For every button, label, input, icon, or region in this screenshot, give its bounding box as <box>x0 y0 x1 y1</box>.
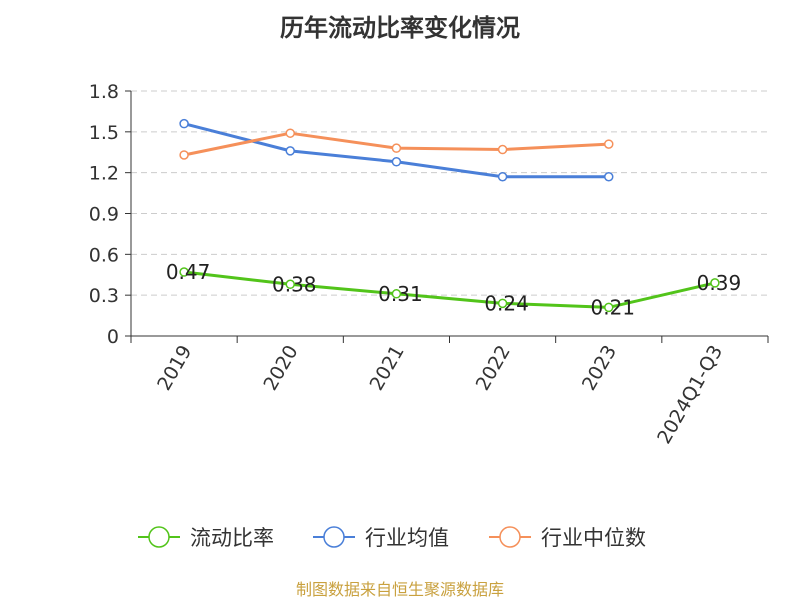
legend: 流动比率 行业均值 行业中位数 <box>138 526 646 550</box>
y-tick-label: 0.3 <box>89 285 119 307</box>
data-point <box>391 157 402 167</box>
legend-marker <box>499 526 521 548</box>
y-tick-label: 0 <box>107 326 119 348</box>
legend-marker <box>148 526 170 548</box>
data-point <box>497 144 508 155</box>
series-lines <box>179 118 720 313</box>
legend-label: 行业中位数 <box>541 526 646 550</box>
y-tick-label: 1.8 <box>89 81 119 103</box>
data-point <box>285 279 295 290</box>
data-point <box>710 278 720 288</box>
data-point <box>604 139 614 149</box>
x-tick-label: 2022 <box>472 342 515 395</box>
data-label: 0.21 <box>590 295 635 319</box>
data-point <box>497 298 508 309</box>
legend-label: 流动比率 <box>190 526 274 550</box>
data-point <box>179 118 189 129</box>
x-tick-label: 2021 <box>366 342 409 395</box>
legend-marker <box>323 526 345 548</box>
data-point <box>285 146 295 156</box>
data-point <box>179 150 189 160</box>
grid-lines <box>131 90 768 296</box>
legend-label: 行业均值 <box>365 526 449 550</box>
x-tick-label: 2023 <box>578 342 621 395</box>
x-tick-label: 2020 <box>259 342 302 395</box>
x-tick-label: 2019 <box>153 342 196 395</box>
data-labels: 0.47 0.38 0.31 0.24 0.21 0.39 <box>166 260 741 319</box>
data-label: 0.47 <box>166 260 211 284</box>
data-label: 0.24 <box>484 291 529 315</box>
y-tick-label: 1.5 <box>89 122 119 144</box>
y-tick-label: 0.6 <box>89 244 119 266</box>
series-line <box>183 270 716 309</box>
data-label: 0.39 <box>697 271 742 295</box>
data-point <box>179 267 189 277</box>
y-tick-label: 0.9 <box>89 204 119 226</box>
data-point <box>391 289 402 299</box>
data-point <box>285 128 295 138</box>
data-point <box>391 143 402 153</box>
data-point <box>604 302 614 313</box>
data-label: 0.38 <box>272 272 317 296</box>
chart-title: 历年流动比率变化情况 <box>280 14 520 42</box>
y-tick-label: 1.2 <box>89 163 119 185</box>
x-tick-label: 2024Q1-Q3 <box>653 342 727 448</box>
source-note: 制图数据来自恒生聚源数据库 <box>295 580 504 599</box>
data-label: 0.31 <box>378 282 423 306</box>
data-point <box>604 172 614 182</box>
data-point <box>497 172 508 182</box>
